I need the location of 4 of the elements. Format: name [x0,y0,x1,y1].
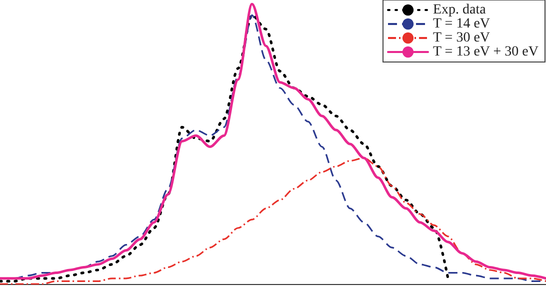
legend-label: T = 13 eV + 30 eV [433,44,539,60]
legend-label: T = 30 eV [433,30,490,46]
legend-label: Exp. data [433,2,487,18]
legend-label: T = 14 eV [433,16,490,32]
